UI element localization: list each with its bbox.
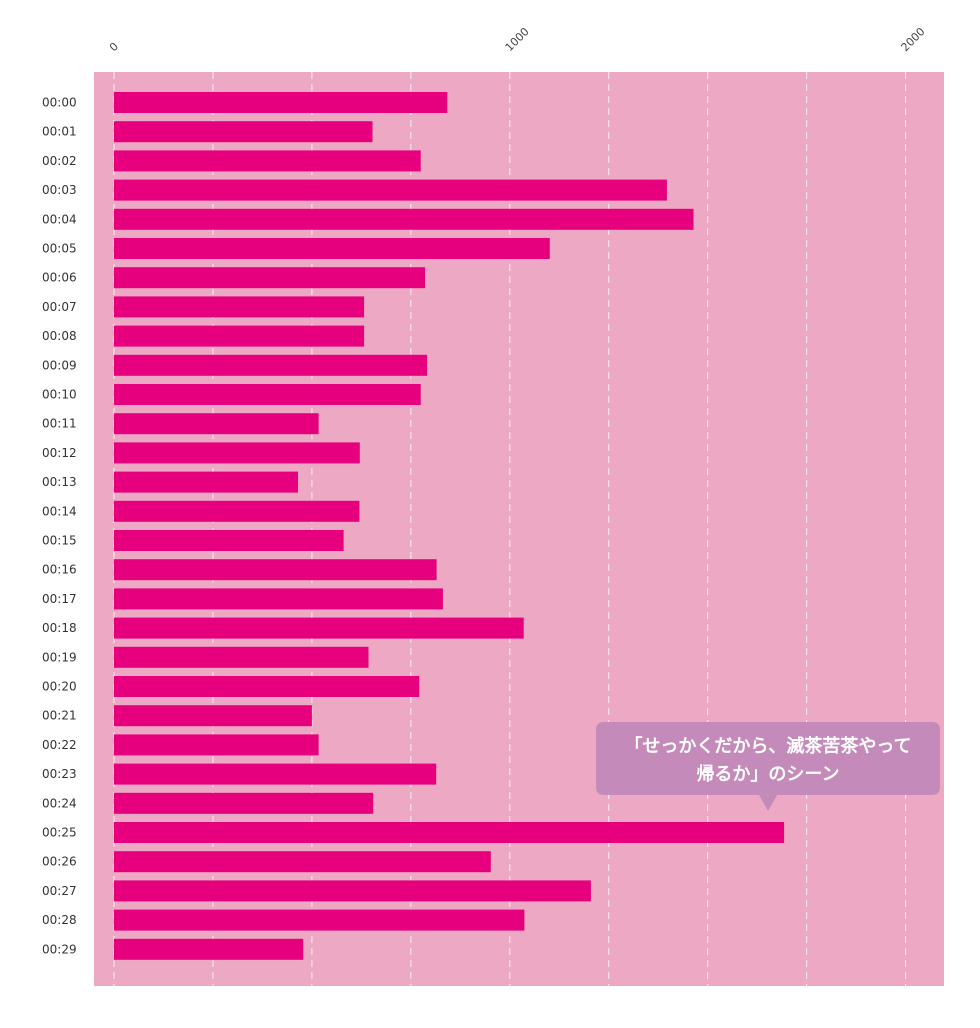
bar-00:01 bbox=[114, 121, 373, 143]
category-label: 00:25 bbox=[42, 826, 77, 840]
category-label: 00:02 bbox=[42, 154, 77, 168]
category-label: 00:01 bbox=[42, 125, 77, 139]
bar-00:20 bbox=[114, 676, 420, 697]
bar-00:21 bbox=[114, 705, 312, 727]
category-label: 00:08 bbox=[42, 329, 77, 343]
category-label: 00:07 bbox=[42, 300, 77, 314]
category-label: 00:12 bbox=[42, 446, 77, 460]
bar-00:16 bbox=[114, 559, 437, 581]
category-label: 00:16 bbox=[42, 563, 77, 577]
x-tick-label: 0 bbox=[107, 40, 121, 54]
callout-text-line1: 「せっかくだから、滅茶苦茶やって bbox=[624, 735, 911, 757]
bar-00:03 bbox=[114, 179, 667, 201]
callout-bubble bbox=[596, 722, 940, 811]
category-label: 00:21 bbox=[42, 709, 77, 723]
category-label: 00:24 bbox=[42, 796, 77, 810]
category-label: 00:20 bbox=[42, 680, 77, 694]
bar-00:23 bbox=[114, 763, 437, 785]
bar-00:12 bbox=[114, 442, 360, 464]
bar-00:07 bbox=[114, 296, 365, 318]
category-label: 00:06 bbox=[42, 271, 77, 285]
bar-00:06 bbox=[114, 267, 426, 289]
category-label: 00:28 bbox=[42, 913, 77, 927]
bar-00:08 bbox=[114, 325, 365, 347]
category-label: 00:18 bbox=[42, 621, 77, 635]
bars bbox=[114, 92, 785, 960]
bar-00:22 bbox=[114, 734, 319, 756]
category-label: 00:23 bbox=[42, 767, 77, 781]
bar-00:14 bbox=[114, 500, 360, 522]
bar-00:05 bbox=[114, 238, 550, 259]
bar-00:19 bbox=[114, 646, 369, 668]
category-label: 00:17 bbox=[42, 592, 77, 606]
bar-00:25 bbox=[114, 822, 785, 843]
bar-00:17 bbox=[114, 588, 443, 610]
category-label: 00:29 bbox=[42, 942, 77, 956]
bar-00:02 bbox=[114, 150, 421, 172]
bar-00:04 bbox=[114, 208, 694, 230]
category-label: 00:27 bbox=[42, 884, 77, 898]
annotation-callout: 「せっかくだから、滅茶苦茶やって 帰るか」のシーン bbox=[596, 722, 940, 811]
callout-text-line2: 帰るか」のシーン bbox=[696, 764, 839, 785]
bar-00:13 bbox=[114, 471, 298, 493]
y-axis-categories: 00:00 00:01 00:02 00:03 00:04 00:05 00:06 00:07… bbox=[42, 96, 77, 957]
category-label: 00:13 bbox=[42, 475, 77, 489]
category-label: 00:11 bbox=[42, 417, 77, 431]
x-axis-ticks: 0 1000 2000 bbox=[107, 25, 928, 54]
x-tick-label: 1000 bbox=[503, 25, 532, 54]
bar-00:10 bbox=[114, 384, 421, 405]
category-label: 00:14 bbox=[42, 504, 77, 518]
bar-00:29 bbox=[114, 938, 304, 960]
category-label: 00:10 bbox=[42, 388, 77, 402]
category-label: 00:00 bbox=[42, 96, 77, 110]
bar-00:27 bbox=[114, 880, 591, 902]
category-label: 00:09 bbox=[42, 358, 77, 372]
bar-00:18 bbox=[114, 617, 524, 639]
category-label: 00:26 bbox=[42, 855, 77, 869]
bar-00:00 bbox=[114, 92, 448, 113]
category-label: 00:03 bbox=[42, 183, 77, 197]
category-label: 00:19 bbox=[42, 650, 77, 664]
category-label: 00:22 bbox=[42, 738, 77, 752]
category-label: 00:04 bbox=[42, 212, 77, 226]
x-tick-label: 2000 bbox=[899, 25, 928, 54]
bar-00:28 bbox=[114, 909, 525, 931]
bar-00:24 bbox=[114, 792, 374, 814]
bar-00:15 bbox=[114, 530, 344, 551]
category-label: 00:15 bbox=[42, 534, 77, 548]
bar-00:11 bbox=[114, 413, 319, 435]
category-label: 00:05 bbox=[42, 242, 77, 256]
bar-00:26 bbox=[114, 851, 491, 873]
bar-00:09 bbox=[114, 354, 428, 376]
